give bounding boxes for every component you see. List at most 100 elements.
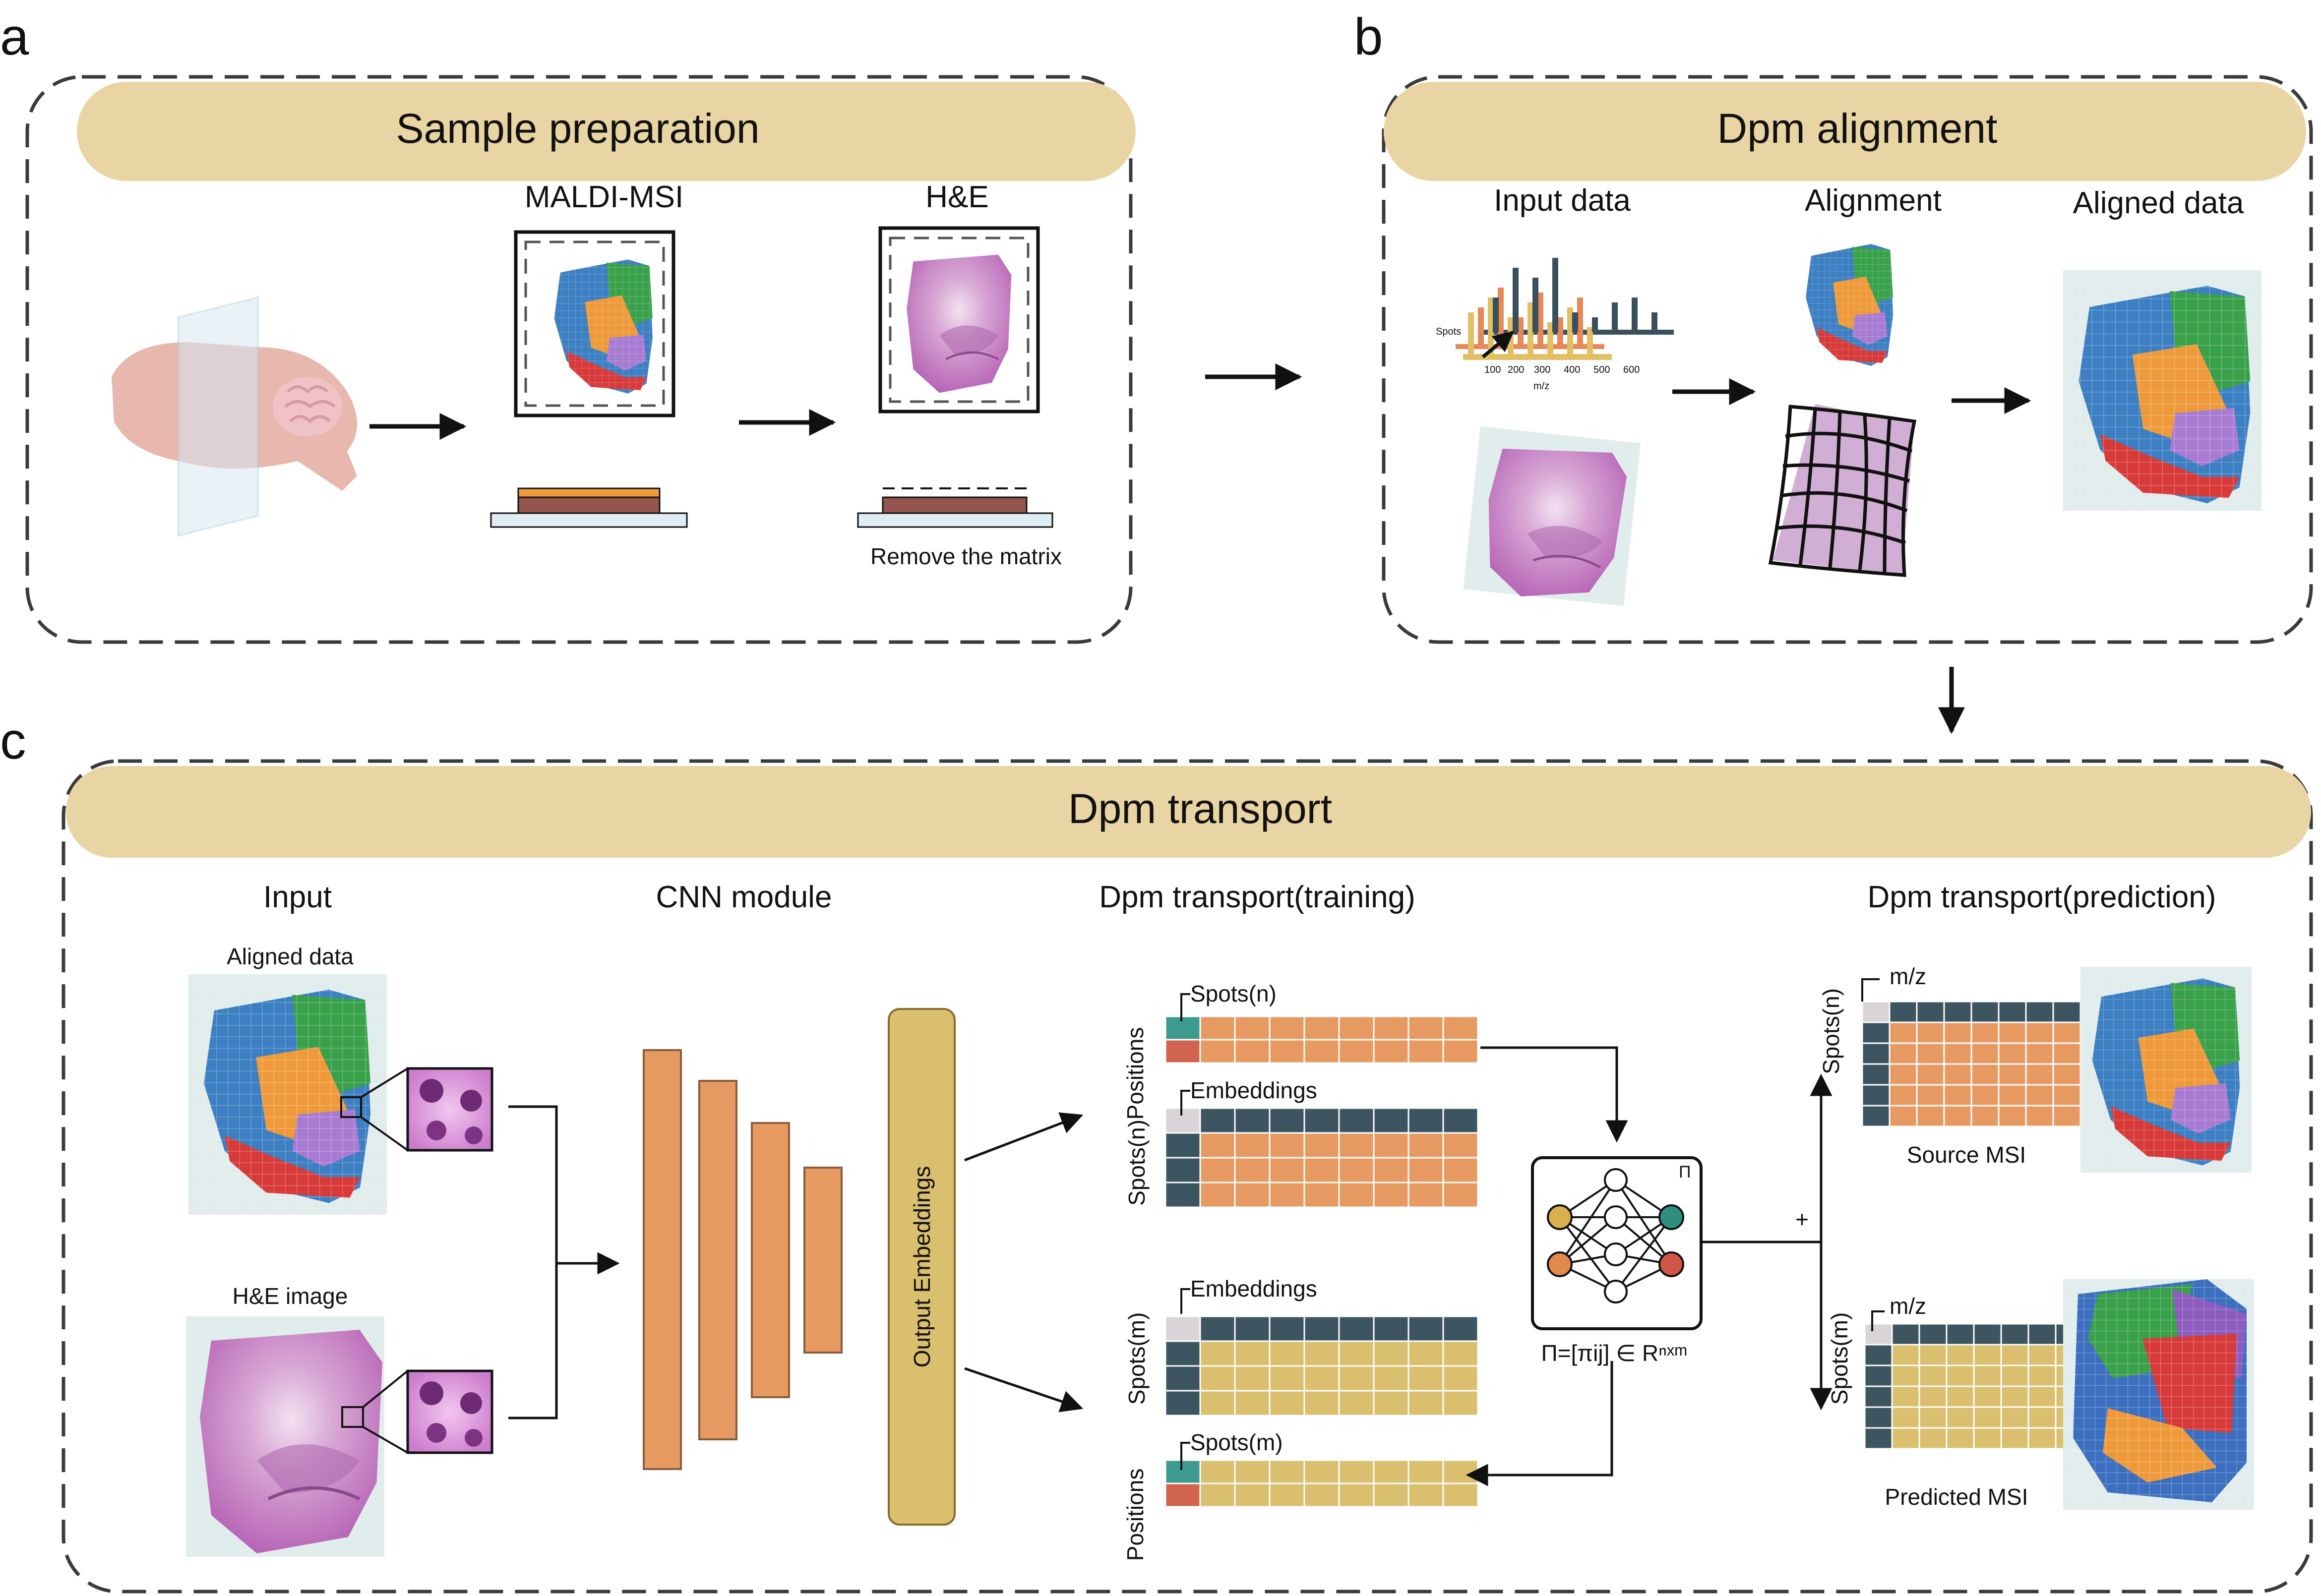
- source-matrix-cell: [1998, 1063, 2027, 1086]
- predicted-matrix-cell: [2027, 1406, 2057, 1429]
- source-matrix-cell: [1916, 1001, 1945, 1023]
- embeddings-n-cell: [1407, 1107, 1444, 1134]
- positions-m-cell: [1164, 1459, 1201, 1484]
- he-image-label: H&E image: [233, 1283, 348, 1309]
- positions-n-cell: [1442, 1015, 1479, 1041]
- transport-network: Π: [1531, 1156, 1703, 1330]
- positions-m-cell: [1442, 1459, 1479, 1484]
- source-matrix-cell: [2025, 1021, 2054, 1044]
- source-matrix-cell: [1970, 1063, 2000, 1086]
- spots-n-side: Spots(n): [1124, 1120, 1150, 1206]
- predicted-matrix-cell: [1946, 1364, 1975, 1387]
- predicted-matrix-cell: [1864, 1427, 1893, 1450]
- predicted-matrix-cell: [1918, 1427, 1948, 1450]
- embeddings-n-cell: [1234, 1157, 1271, 1183]
- aligned-output-image: [2063, 270, 2261, 511]
- input-he-image: [1463, 426, 1641, 607]
- embeddings-m-cell: [1303, 1315, 1340, 1342]
- mz-header-1: m/z: [1890, 963, 1926, 989]
- positions-m-cell: [1338, 1482, 1375, 1508]
- positions-n-cell: [1303, 1039, 1340, 1064]
- positions-m-cell: [1407, 1459, 1444, 1484]
- embeddings-n-cell: [1199, 1182, 1236, 1208]
- embeddings-n-cell: [1234, 1182, 1271, 1208]
- predicted-matrix-cell: [1973, 1344, 2002, 1366]
- embeddings-m-cell: [1442, 1340, 1479, 1367]
- panel-b-border: [1382, 75, 2313, 644]
- embeddings-m-cell: [1407, 1390, 1444, 1417]
- spots-n-pred: Spots(n): [1818, 988, 1844, 1074]
- maldi-msi-image: [548, 253, 659, 397]
- positions-n-cell: [1407, 1039, 1444, 1064]
- embeddings-n-cell: [1373, 1182, 1409, 1208]
- cell-patch-1: [406, 1067, 493, 1152]
- predicted-matrix-cell: [1973, 1385, 2002, 1408]
- source-matrix-cell: [2025, 1001, 2054, 1023]
- positions-n-cell: [1373, 1015, 1409, 1041]
- embeddings-n-cell: [1269, 1182, 1305, 1208]
- he-label: H&E: [925, 180, 988, 214]
- embeddings-m-cell: [1442, 1365, 1479, 1392]
- embeddings-n-cell: [1234, 1107, 1271, 1134]
- embeddings-n-cell: [1164, 1182, 1201, 1208]
- spectrum-tick-200: 200: [1508, 364, 1524, 375]
- source-matrix-cell: [2052, 1042, 2081, 1065]
- panel-letter-c: c: [0, 712, 26, 770]
- source-matrix-cell: [1889, 1084, 1918, 1107]
- embeddings-n-cell: [1338, 1182, 1375, 1208]
- source-matrix-cell: [2052, 1105, 2081, 1127]
- predicted-matrix-cell: [2000, 1323, 2029, 1346]
- source-matrix-cell: [1889, 1042, 1918, 1065]
- embeddings-n-cell: [1199, 1107, 1236, 1134]
- embeddings-m-cell: [1442, 1315, 1479, 1342]
- panel-b: b Dpm alignment Input data Alignment Ali…: [1354, 8, 2313, 644]
- predicted-matrix-cell: [1864, 1385, 1893, 1408]
- pi-symbol: Π: [1679, 1163, 1691, 1182]
- embeddings-m-cell: [1199, 1315, 1236, 1342]
- source-matrix-cell: [1861, 1021, 1891, 1044]
- input-label: Input: [263, 880, 332, 914]
- positions-n-cell: [1164, 1015, 1201, 1041]
- positions-m-cell: [1234, 1459, 1271, 1484]
- panel-b-title: Dpm alignment: [1717, 105, 1998, 152]
- predicted-matrix-cell: [1918, 1406, 1948, 1429]
- predicted-matrix-cell: [2027, 1427, 2057, 1450]
- source-matrix-cell: [1916, 1063, 1945, 1086]
- source-matrix-cell: [1970, 1084, 2000, 1107]
- alignment-msi-image: [1800, 238, 1898, 369]
- embeddings-n-cell: [1303, 1157, 1340, 1183]
- cell-patch-2: [406, 1369, 493, 1454]
- embeddings-m-cell: [1164, 1315, 1201, 1342]
- positions-m-cell: [1234, 1482, 1271, 1508]
- spectrum-plot: Spots 100 200 300 400 500 600 m/z: [1436, 258, 1674, 392]
- predicted-matrix-cell: [1891, 1406, 1920, 1429]
- source-matrix-cell: [1861, 1001, 1891, 1023]
- predicted-matrix-cell: [2000, 1364, 2029, 1387]
- panel-a-border: [25, 75, 1133, 644]
- predicted-matrix-cell: [1891, 1364, 1920, 1387]
- embeddings-n-cell: [1199, 1157, 1236, 1183]
- predicted-matrix-cell: [1973, 1427, 2002, 1450]
- source-matrix-cell: [1998, 1042, 2027, 1065]
- cnn-layers: [643, 1049, 843, 1470]
- source-matrix-cell: [1861, 1063, 1891, 1086]
- embeddings-n-cell: [1164, 1157, 1201, 1183]
- embeddings-n-cell: [1373, 1107, 1409, 1134]
- predicted-msi-label: Predicted MSI: [1885, 1484, 2028, 1510]
- positions-n-cell: [1164, 1039, 1201, 1064]
- he-slide: [857, 487, 1053, 528]
- embeddings-m-cell: [1199, 1365, 1236, 1392]
- predicted-matrix-cell: [2027, 1385, 2057, 1408]
- embeddings-n-cell: [1407, 1182, 1444, 1208]
- positions-label-2: Positions: [1122, 1469, 1148, 1561]
- embeddings-n-cell: [1373, 1132, 1409, 1159]
- embeddings-m-cell: [1234, 1390, 1271, 1417]
- positions-n-cell: [1269, 1015, 1305, 1041]
- he-image-small: [907, 255, 1011, 393]
- positions-n-cell: [1199, 1039, 1236, 1064]
- embeddings-m-cell: [1234, 1365, 1271, 1392]
- predicted-matrix-cell: [1946, 1385, 1975, 1408]
- predicted-matrix-cell: [1918, 1323, 1948, 1346]
- embeddings-n-cell: [1442, 1107, 1479, 1134]
